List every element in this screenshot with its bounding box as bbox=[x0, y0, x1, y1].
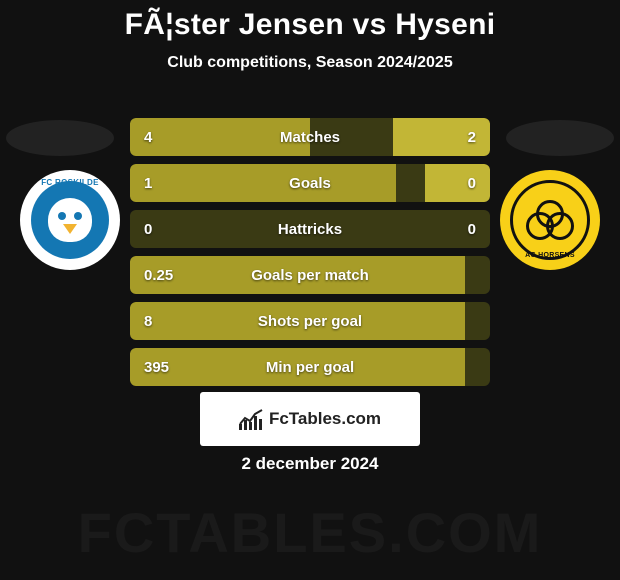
logo-text: FcTables.com bbox=[269, 409, 381, 429]
stat-value-right: 2 bbox=[430, 129, 490, 146]
roskilde-inner-circle bbox=[31, 181, 109, 259]
club-badge-right-label: AC HORSENS bbox=[525, 252, 575, 259]
stat-label: Shots per goal bbox=[190, 313, 430, 330]
logo-text-prefix: Fc bbox=[269, 409, 289, 428]
stat-value-left: 0.25 bbox=[130, 267, 190, 284]
date-label: 2 december 2024 bbox=[0, 454, 620, 474]
page-title: FÃ¦ster Jensen vs Hyseni bbox=[0, 0, 620, 42]
stat-value-left: 0 bbox=[130, 221, 190, 238]
stats-panel: 4Matches21Goals00Hattricks00.25Goals per… bbox=[130, 118, 490, 394]
stat-row: 4Matches2 bbox=[130, 118, 490, 156]
page-subtitle: Club competitions, Season 2024/2025 bbox=[0, 54, 620, 72]
stat-value-right: 0 bbox=[430, 175, 490, 192]
fctables-logo: FcTables.com bbox=[200, 392, 420, 446]
logo-text-main: Tables bbox=[289, 409, 342, 428]
watermark-text: FCTABLES.COM bbox=[0, 500, 620, 565]
stat-value-left: 8 bbox=[130, 313, 190, 330]
rings-icon bbox=[526, 200, 574, 240]
stat-row: 0.25Goals per match bbox=[130, 256, 490, 294]
stat-label: Matches bbox=[190, 129, 430, 146]
stat-value-left: 395 bbox=[130, 359, 190, 376]
stat-row: 8Shots per goal bbox=[130, 302, 490, 340]
stat-value-left: 4 bbox=[130, 129, 190, 146]
shadow-ellipse-right bbox=[506, 120, 614, 156]
club-badge-left-label: FC ROSKILDE bbox=[41, 178, 99, 187]
stat-label: Goals per match bbox=[190, 267, 430, 284]
bird-icon bbox=[48, 198, 92, 242]
logo-text-suffix: .com bbox=[341, 409, 381, 428]
horsens-inner-circle: AC HORSENS bbox=[510, 180, 590, 260]
stat-value-left: 1 bbox=[130, 175, 190, 192]
stat-label: Goals bbox=[190, 175, 430, 192]
shadow-ellipse-left bbox=[6, 120, 114, 156]
club-badge-left: FC ROSKILDE bbox=[20, 170, 120, 270]
stat-label: Hattricks bbox=[190, 221, 430, 238]
infographic-root: FÃ¦ster Jensen vs Hyseni Club competitio… bbox=[0, 0, 620, 580]
stat-row: 1Goals0 bbox=[130, 164, 490, 202]
club-badge-right: AC HORSENS bbox=[500, 170, 600, 270]
stat-value-right: 0 bbox=[430, 221, 490, 238]
stat-row: 0Hattricks0 bbox=[130, 210, 490, 248]
chart-icon bbox=[239, 408, 263, 430]
stat-label: Min per goal bbox=[190, 359, 430, 376]
stat-row: 395Min per goal bbox=[130, 348, 490, 386]
